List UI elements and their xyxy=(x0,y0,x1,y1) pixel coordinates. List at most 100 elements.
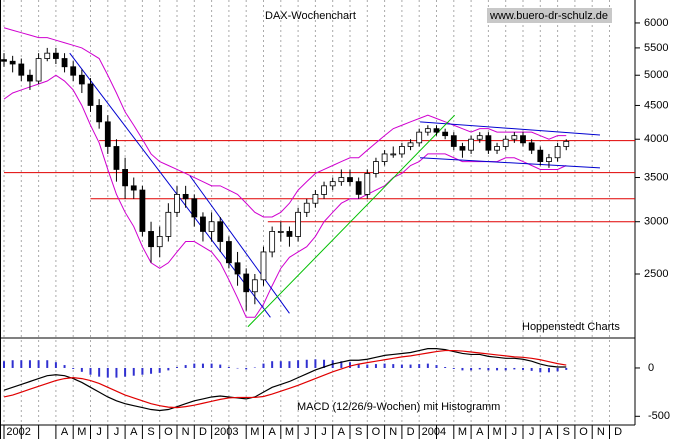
x-tick-label: J xyxy=(529,426,535,438)
candle-body xyxy=(329,181,336,187)
macd-line xyxy=(3,348,567,412)
y-tick-label: -500 xyxy=(648,410,670,422)
x-tick-label: N xyxy=(597,426,605,438)
candle-body xyxy=(546,157,552,162)
x-tick-label: O xyxy=(164,426,173,438)
y-tick-label: 2500 xyxy=(644,268,668,280)
candle-body xyxy=(53,52,59,59)
candle-body xyxy=(208,221,215,232)
note: Hoppenstedt Charts xyxy=(522,321,620,333)
y-tick-label: 3000 xyxy=(644,216,668,228)
candle-body xyxy=(355,181,362,195)
candle-body xyxy=(554,146,561,159)
x-tick-label: 2004 xyxy=(422,426,446,438)
candle-body xyxy=(485,135,492,151)
candle-body xyxy=(234,262,241,275)
y-tick-label: 6000 xyxy=(644,17,668,29)
candle-body xyxy=(243,273,250,293)
candle-body xyxy=(398,146,405,155)
candle-body xyxy=(528,142,535,151)
x-tick-label: N xyxy=(182,426,190,438)
candle-body xyxy=(520,135,526,144)
candle-body xyxy=(511,135,518,140)
candle-body xyxy=(433,128,440,133)
candle-body xyxy=(200,216,206,232)
source-box xyxy=(487,8,612,23)
x-tick-label: J xyxy=(96,426,102,438)
candle-body xyxy=(174,193,180,213)
candle-body xyxy=(502,138,509,147)
candle-body xyxy=(70,66,77,76)
candle-body xyxy=(459,146,466,151)
x-tick-label: M xyxy=(492,426,501,438)
candle-body xyxy=(217,221,224,242)
candle-body xyxy=(373,161,379,174)
candle-body xyxy=(269,231,276,253)
x-tick-label: A xyxy=(476,426,484,438)
x-tick-label: N xyxy=(389,426,397,438)
y-tick-label: 5500 xyxy=(644,42,668,54)
candle-body xyxy=(312,193,319,204)
trend-line xyxy=(420,157,601,169)
candle-body xyxy=(104,121,111,147)
x-tick-label: S xyxy=(563,426,570,438)
macd-line xyxy=(3,349,567,409)
x-tick-label: A xyxy=(268,426,276,438)
candle-body xyxy=(563,140,570,147)
x-tick-label: D xyxy=(199,426,207,438)
x-tick-label: M xyxy=(250,426,259,438)
trend-line xyxy=(247,114,456,328)
bollinger-band xyxy=(3,74,567,318)
trend-line xyxy=(69,52,271,318)
candle-body xyxy=(277,231,284,233)
candle-body xyxy=(260,251,267,281)
source: www.buero-dr-schulz.de xyxy=(489,10,608,22)
chart-title: DAX-Wochenchart xyxy=(265,10,356,22)
x-tick-label: S xyxy=(355,426,362,438)
candle-body xyxy=(44,52,51,59)
y-tick-label: 4500 xyxy=(644,99,668,111)
candle-body xyxy=(442,131,449,137)
candle-body xyxy=(424,128,431,133)
x-tick-label: J xyxy=(304,426,310,438)
candle-body xyxy=(191,198,198,218)
candle-body xyxy=(494,146,500,151)
candle-body xyxy=(225,241,232,264)
y-tick-label: 0 xyxy=(648,362,654,374)
x-tick-label: J xyxy=(512,426,518,438)
x-tick-label: J xyxy=(321,426,327,438)
candle-body xyxy=(156,236,163,248)
candle-body xyxy=(122,169,128,187)
x-tick-label: D xyxy=(407,426,415,438)
candle-body xyxy=(130,185,137,191)
candle-body xyxy=(113,146,120,170)
x-tick-label: A xyxy=(61,426,69,438)
candle-body xyxy=(468,138,475,151)
x-tick-label: M xyxy=(285,426,294,438)
candle-body xyxy=(96,105,103,123)
trend-line xyxy=(189,175,290,314)
x-tick-label: O xyxy=(579,426,588,438)
candle-body xyxy=(303,202,310,213)
candle-body xyxy=(364,173,371,195)
y-tick-label: 4000 xyxy=(644,133,668,145)
x-tick-label: 2002 xyxy=(6,426,30,438)
candle-body xyxy=(347,177,353,183)
y-tick-label: 5000 xyxy=(644,69,668,81)
candle-body xyxy=(286,231,293,237)
candle-body xyxy=(450,135,457,147)
x-tick-label: A xyxy=(130,426,138,438)
candle-body xyxy=(148,231,154,248)
candle-body xyxy=(390,153,397,156)
x-tick-label: S xyxy=(147,426,154,438)
candle-body xyxy=(87,83,94,106)
candle-body xyxy=(35,58,42,82)
macd-title: MACD (12/26/9-Wochen) mit Histogramm xyxy=(297,401,500,413)
candle-body xyxy=(18,63,25,76)
x-tick-label: D xyxy=(614,426,622,438)
candle-body xyxy=(1,59,7,62)
candle-body xyxy=(78,74,85,85)
bollinger-band xyxy=(3,27,567,218)
x-tick-label: A xyxy=(338,426,346,438)
